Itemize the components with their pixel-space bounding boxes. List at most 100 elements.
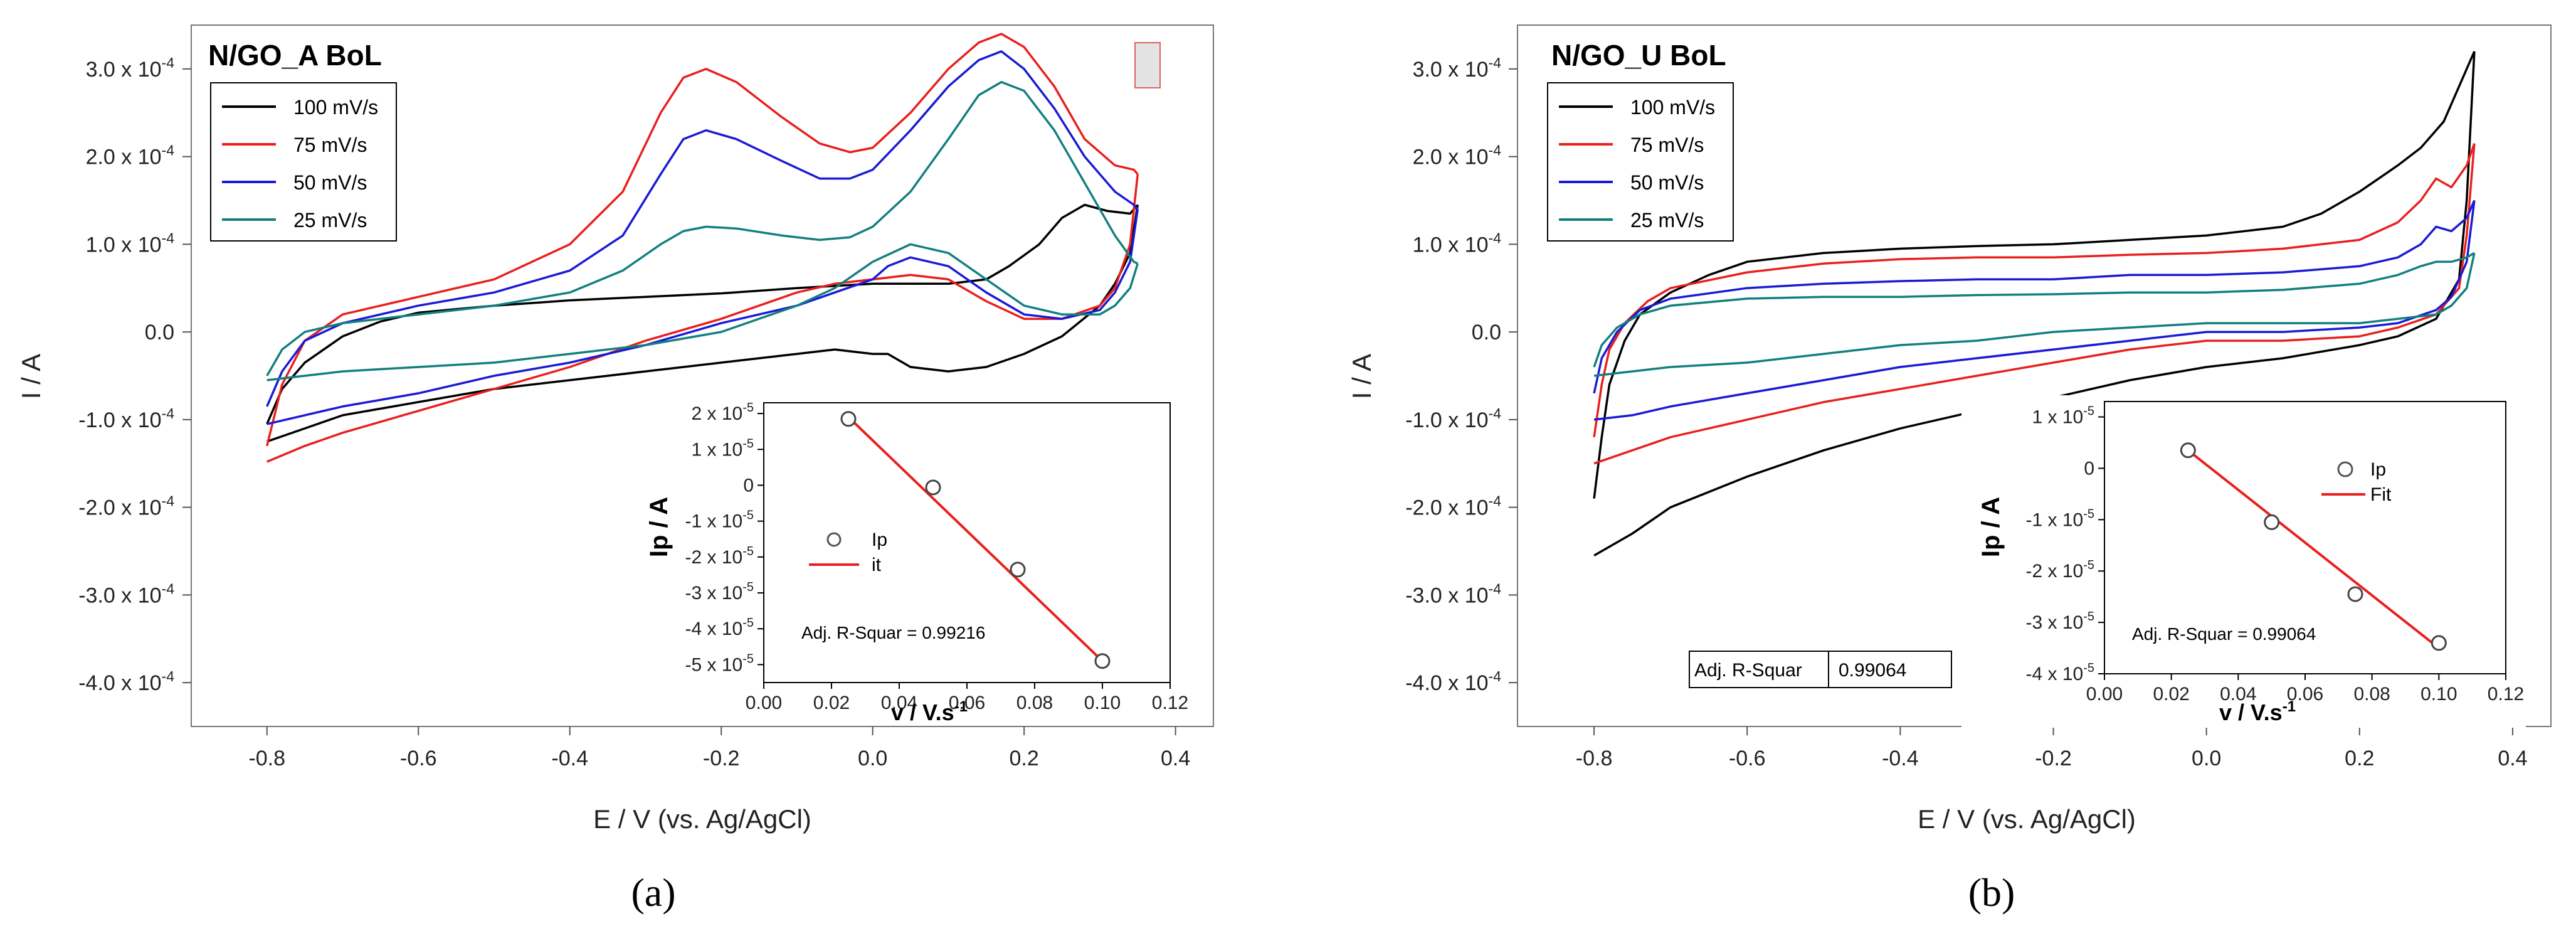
inset-y-tick-label-exponent: -5	[2083, 661, 2094, 675]
inset-y-tick-label-exponent: -5	[742, 652, 754, 666]
panel-a-legend: 100 mV/s 75 mV/s 50 mV/s 25 mV/s	[210, 82, 397, 242]
panel-a-caption: (a)	[631, 870, 675, 915]
legend-label: 100 mV/s	[293, 96, 378, 119]
inset-b-legend-points-label: Ip	[2370, 459, 2386, 480]
panel-b-xlabel: E / V (vs. Ag/AgCl)	[1918, 804, 2136, 834]
inset-data-point	[2180, 442, 2196, 459]
y-tick-label-mantissa: -1.0 x 10	[78, 408, 161, 432]
inset-a-plot: 0.00 0.02 0.04 0.06 0.08 0.10 0.122 x 10-51 x …	[685, 401, 1188, 713]
inset-y-tick-label-mantissa: 1 x 10	[2032, 407, 2083, 428]
inset-y-tick-label-exponent: -5	[2083, 405, 2094, 418]
x-tick-label: 0.2	[2345, 747, 2374, 770]
y-tick-label: 1.0 x 10-4	[1413, 230, 1502, 257]
cv-curve-100mvs-anodic	[1593, 51, 2476, 499]
inset-y-tick-label: -1 x 10-5	[2025, 507, 2094, 530]
inset-y-tick-label-mantissa: -5 x 10	[685, 654, 742, 675]
legend-label: 100 mV/s	[1630, 96, 1715, 119]
inset-y-tick-label-exponent: -5	[742, 580, 754, 594]
inset-data-point	[2264, 514, 2280, 530]
y-tick-label: -4.0 x 10-4	[78, 668, 174, 695]
panel-a-plot-frame	[191, 24, 1214, 727]
panel-a-inset: 0.00 0.02 0.04 0.06 0.08 0.10 0.122 x 10-51 x …	[638, 396, 1188, 725]
y-tick-label-mantissa: -4.0 x 10	[1405, 671, 1488, 695]
x-tick-label: -0.2	[2035, 747, 2072, 770]
cv-curve-50mvs-cathodic	[267, 209, 1139, 425]
inset-a-xlabel-text: v / V.s	[891, 700, 954, 725]
inset-y-tick-label-mantissa: -3 x 10	[685, 583, 742, 604]
x-tick-label: -0.4	[551, 747, 588, 770]
inset-y-tick-label-mantissa: -2 x 10	[2025, 561, 2083, 582]
legend-label: 50 mV/s	[293, 171, 367, 194]
y-tick-label: -4.0 x 10-4	[1405, 668, 1501, 695]
inset-a-xlabel-sup: -1	[954, 698, 968, 715]
y-tick-label-mantissa: 2.0 x 10	[1413, 146, 1489, 169]
table-annotation-label: Adj. R-Squar	[1694, 660, 1802, 681]
panel-a-axes: -0.8 -0.6 -0.4 -0.2 0.0 0.2 0.43.0 x 10-42.0 x…	[78, 55, 1190, 770]
panel-b-legend: 100 mV/s 75 mV/s 50 mV/s 25 mV/s	[1547, 82, 1734, 242]
cv-curve-75mvs-cathodic	[267, 174, 1139, 463]
panel-a-title: N/GO_A BoL	[208, 39, 382, 72]
inset-y-tick-label: -1 x 10-5	[685, 509, 754, 532]
inset-y-tick-label-mantissa: -1 x 10	[685, 511, 742, 532]
panel-a-xlabel: E / V (vs. Ag/AgCl)	[593, 804, 811, 834]
y-tick-label-exponent: -4	[162, 142, 175, 159]
legend-label: 25 mV/s	[293, 209, 367, 231]
panel-a-bookmark-marker	[1134, 42, 1161, 88]
inset-y-tick-label-exponent: -5	[2083, 507, 2094, 521]
inset-x-tick-label: 0.12	[2488, 684, 2524, 705]
y-tick-label-mantissa: -4.0 x 10	[78, 671, 161, 695]
y-tick-label-mantissa: -1.0 x 10	[1405, 408, 1488, 432]
cv-curve-50mvs-anodic	[1593, 200, 2476, 394]
y-tick-label-exponent: -4	[1489, 405, 1502, 422]
cv-curve-25mvs-anodic	[266, 81, 1139, 376]
panel-b-axes: -0.8 -0.6 -0.4 -0.2 0.0 0.2 0.43.0 x 10-42.0 x…	[1405, 55, 2527, 770]
y-tick-label-mantissa: 1.0 x 10	[86, 233, 162, 257]
y-tick-label-mantissa: 2.0 x 10	[86, 146, 162, 169]
inset-b-ylabel: Ip / A	[1977, 497, 2005, 557]
inset-y-tick-label-mantissa: -1 x 10	[2025, 509, 2083, 530]
inset-x-tick-label: 0.10	[1084, 693, 1121, 713]
inset-y-tick-label: 1 x 10-5	[2032, 405, 2094, 428]
legend-label: 75 mV/s	[1630, 134, 1704, 156]
y-tick-label: -1.0 x 10-4	[1405, 405, 1501, 432]
cv-curve-100mvs-anodic	[266, 203, 1139, 425]
x-tick-label: 0.4	[1161, 747, 1190, 770]
inset-x-tick-label: 0.08	[2353, 684, 2390, 705]
panel-a-curves	[266, 33, 1139, 463]
panel-b-inset: 0.00 0.02 0.04 0.06 0.08 0.10 0.121 x 10-50-1 …	[1961, 395, 2526, 728]
inset-data-point	[2431, 635, 2447, 651]
legend-label: 25 mV/s	[1630, 209, 1704, 231]
x-tick-label: -0.8	[248, 747, 285, 770]
inset-y-tick-label: 1 x 10-5	[691, 437, 754, 460]
inset-y-tick-label-exponent: -5	[2083, 610, 2094, 624]
x-tick-label: 0.4	[2498, 747, 2527, 770]
x-tick-label: 0.2	[1010, 747, 1039, 770]
cv-curve-25mvs-cathodic	[267, 243, 1139, 381]
y-tick-label: 0.0	[145, 321, 174, 344]
y-tick-label: 2.0 x 10-4	[86, 142, 175, 169]
inset-data-point	[1094, 653, 1111, 669]
y-tick-label-mantissa: -2.0 x 10	[78, 496, 161, 520]
y-tick-label-exponent: -4	[1489, 230, 1502, 246]
inset-data-point	[840, 411, 857, 427]
cv-curve-25mvs-cathodic	[1593, 252, 2476, 377]
inset-x-tick-label: 0.12	[1152, 693, 1188, 713]
y-tick-label-exponent: -4	[162, 230, 175, 246]
cv-curve-75mvs-cathodic	[1593, 143, 2476, 465]
inset-b-xlabel: v / V.s-1	[2219, 698, 2296, 725]
y-tick-label: 1.0 x 10-4	[86, 230, 175, 257]
y-tick-label-mantissa: 3.0 x 10	[1413, 58, 1489, 82]
y-tick-label-exponent: -4	[162, 668, 175, 684]
y-tick-label-exponent: -4	[1489, 580, 1502, 597]
y-tick-label-mantissa: -3.0 x 10	[1405, 583, 1488, 607]
y-tick-label-mantissa: 0.0	[145, 321, 174, 344]
y-tick-label: -3.0 x 10-4	[78, 580, 174, 607]
inset-b-xlabel-text: v / V.s	[2219, 700, 2283, 725]
inset-b-annotation: Adj. R-Squar = 0.99064	[2132, 624, 2316, 644]
inset-y-tick-label: -2 x 10-5	[685, 545, 754, 568]
inset-y-tick-label: -2 x 10-5	[2025, 558, 2094, 582]
inset-y-tick-label-exponent: -5	[742, 545, 754, 558]
inset-b-legend-marker	[2337, 461, 2353, 477]
y-tick-label: 2.0 x 10-4	[1413, 142, 1502, 169]
